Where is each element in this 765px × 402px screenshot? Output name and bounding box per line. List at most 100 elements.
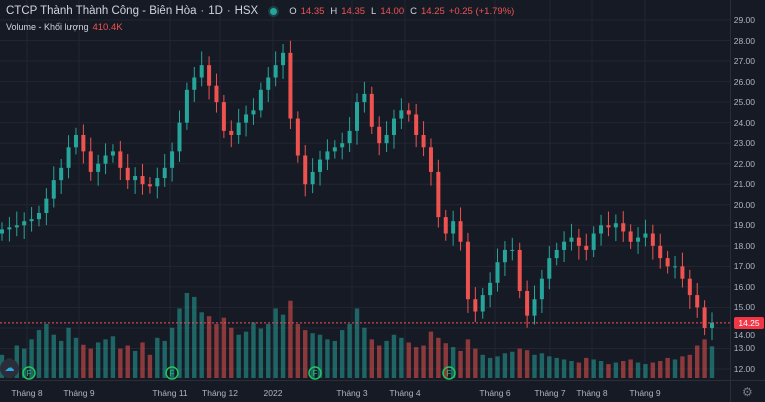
price-tick: 24.00 — [733, 117, 755, 128]
candle-body — [7, 227, 12, 230]
volume-bar — [192, 296, 197, 378]
candle-body — [66, 147, 71, 168]
volume-bar — [709, 346, 715, 378]
volume-bar — [436, 337, 441, 378]
volume-bar — [118, 348, 123, 378]
candle-body — [451, 221, 456, 234]
close-value: 14.25 — [421, 6, 445, 17]
candle-body — [680, 266, 685, 279]
candle-body — [606, 225, 611, 228]
volume-bar — [643, 364, 648, 378]
volume-bar — [458, 350, 463, 378]
volume-legend: Volume - Khối lượng 410.4K — [6, 22, 123, 33]
volume-bar — [221, 317, 227, 378]
volume-bar — [229, 327, 234, 378]
candle-body — [140, 176, 145, 185]
candle-body — [147, 184, 152, 187]
candle-body — [51, 180, 56, 199]
candle-body — [229, 130, 234, 135]
volume-bar — [88, 348, 93, 378]
volume-bar — [280, 314, 286, 378]
candle-body — [133, 176, 138, 181]
price-tick: 25.00 — [733, 97, 755, 108]
candle-body — [525, 290, 530, 316]
candle-body — [214, 85, 219, 103]
candle-body — [22, 221, 27, 226]
separator: · — [200, 5, 205, 17]
open-label: O — [289, 6, 297, 17]
time-tick: 2022 — [263, 388, 283, 398]
candle-body — [332, 147, 337, 152]
volume-bar — [169, 327, 175, 378]
candle-body — [421, 134, 426, 148]
candle-body — [110, 151, 115, 156]
volume-bar — [554, 357, 559, 378]
candle-body — [643, 233, 648, 238]
candle-body — [73, 134, 78, 148]
volume-bar — [184, 293, 190, 378]
candle-body — [192, 77, 197, 90]
tradingview-logo-icon[interactable]: ☁ — [0, 359, 19, 378]
candle-body — [428, 147, 433, 172]
change-value: +0.25 (+1.79%) — [448, 6, 515, 17]
candle-body — [636, 237, 641, 242]
earnings-event-label: F — [447, 369, 452, 378]
interval[interactable]: 1D — [208, 5, 223, 17]
volume-bar — [695, 345, 700, 378]
candle-body — [244, 114, 249, 123]
volume-bar — [376, 345, 382, 378]
candle-body — [569, 237, 574, 242]
candle-body — [236, 122, 241, 135]
price-tick: 29.00 — [733, 15, 755, 25]
price-tick: 18.00 — [733, 240, 755, 251]
candle-body — [658, 245, 663, 259]
volume-bar — [635, 362, 641, 378]
volume-bar — [288, 300, 293, 378]
volume-bar — [384, 340, 389, 378]
volume-bar — [273, 308, 278, 378]
price-tick: 19.00 — [733, 220, 755, 231]
high-value: 14.35 — [341, 6, 366, 17]
candle-body — [184, 89, 189, 123]
candle-body — [480, 295, 485, 312]
volume-bar — [665, 357, 670, 378]
candle-body — [532, 299, 537, 316]
price-tick: 23.00 — [733, 138, 755, 149]
volume-bar — [687, 354, 693, 378]
volume-bar — [243, 331, 249, 378]
volume-bar — [310, 333, 315, 378]
price-tick: 28.00 — [733, 35, 755, 46]
volume-bar — [251, 322, 256, 378]
candle-body — [554, 249, 559, 259]
candle-body — [576, 237, 581, 246]
candle-body — [650, 233, 655, 246]
candle-body — [377, 126, 382, 144]
candle-body — [207, 65, 212, 86]
candle-body — [44, 198, 49, 213]
price-tick: 15.00 — [733, 302, 755, 313]
volume-bar — [362, 327, 367, 378]
price-tick: 16.00 — [733, 281, 755, 292]
candle-body — [384, 134, 389, 144]
candle-body — [695, 295, 700, 308]
settings-gear-icon[interactable]: ⚙ — [742, 385, 753, 399]
candle-body — [673, 266, 678, 268]
candle-body — [539, 278, 544, 300]
candle-body — [0, 229, 4, 234]
candle-body — [562, 241, 567, 250]
earnings-event-label: F — [170, 369, 175, 378]
candle-body — [170, 151, 175, 168]
earnings-event-marker — [308, 366, 322, 380]
time-tick: Tháng 6 — [479, 388, 511, 398]
price-tick: 22.00 — [733, 158, 755, 169]
candle-body — [406, 110, 411, 115]
time-tick: Tháng 11 — [152, 388, 188, 398]
candle-body — [318, 159, 323, 172]
earnings-event-label: F — [313, 369, 318, 378]
candle-body — [81, 134, 86, 152]
candle-body — [665, 258, 670, 267]
candle-body — [613, 223, 618, 228]
candle-body — [266, 77, 271, 90]
earnings-event-marker — [22, 366, 36, 380]
